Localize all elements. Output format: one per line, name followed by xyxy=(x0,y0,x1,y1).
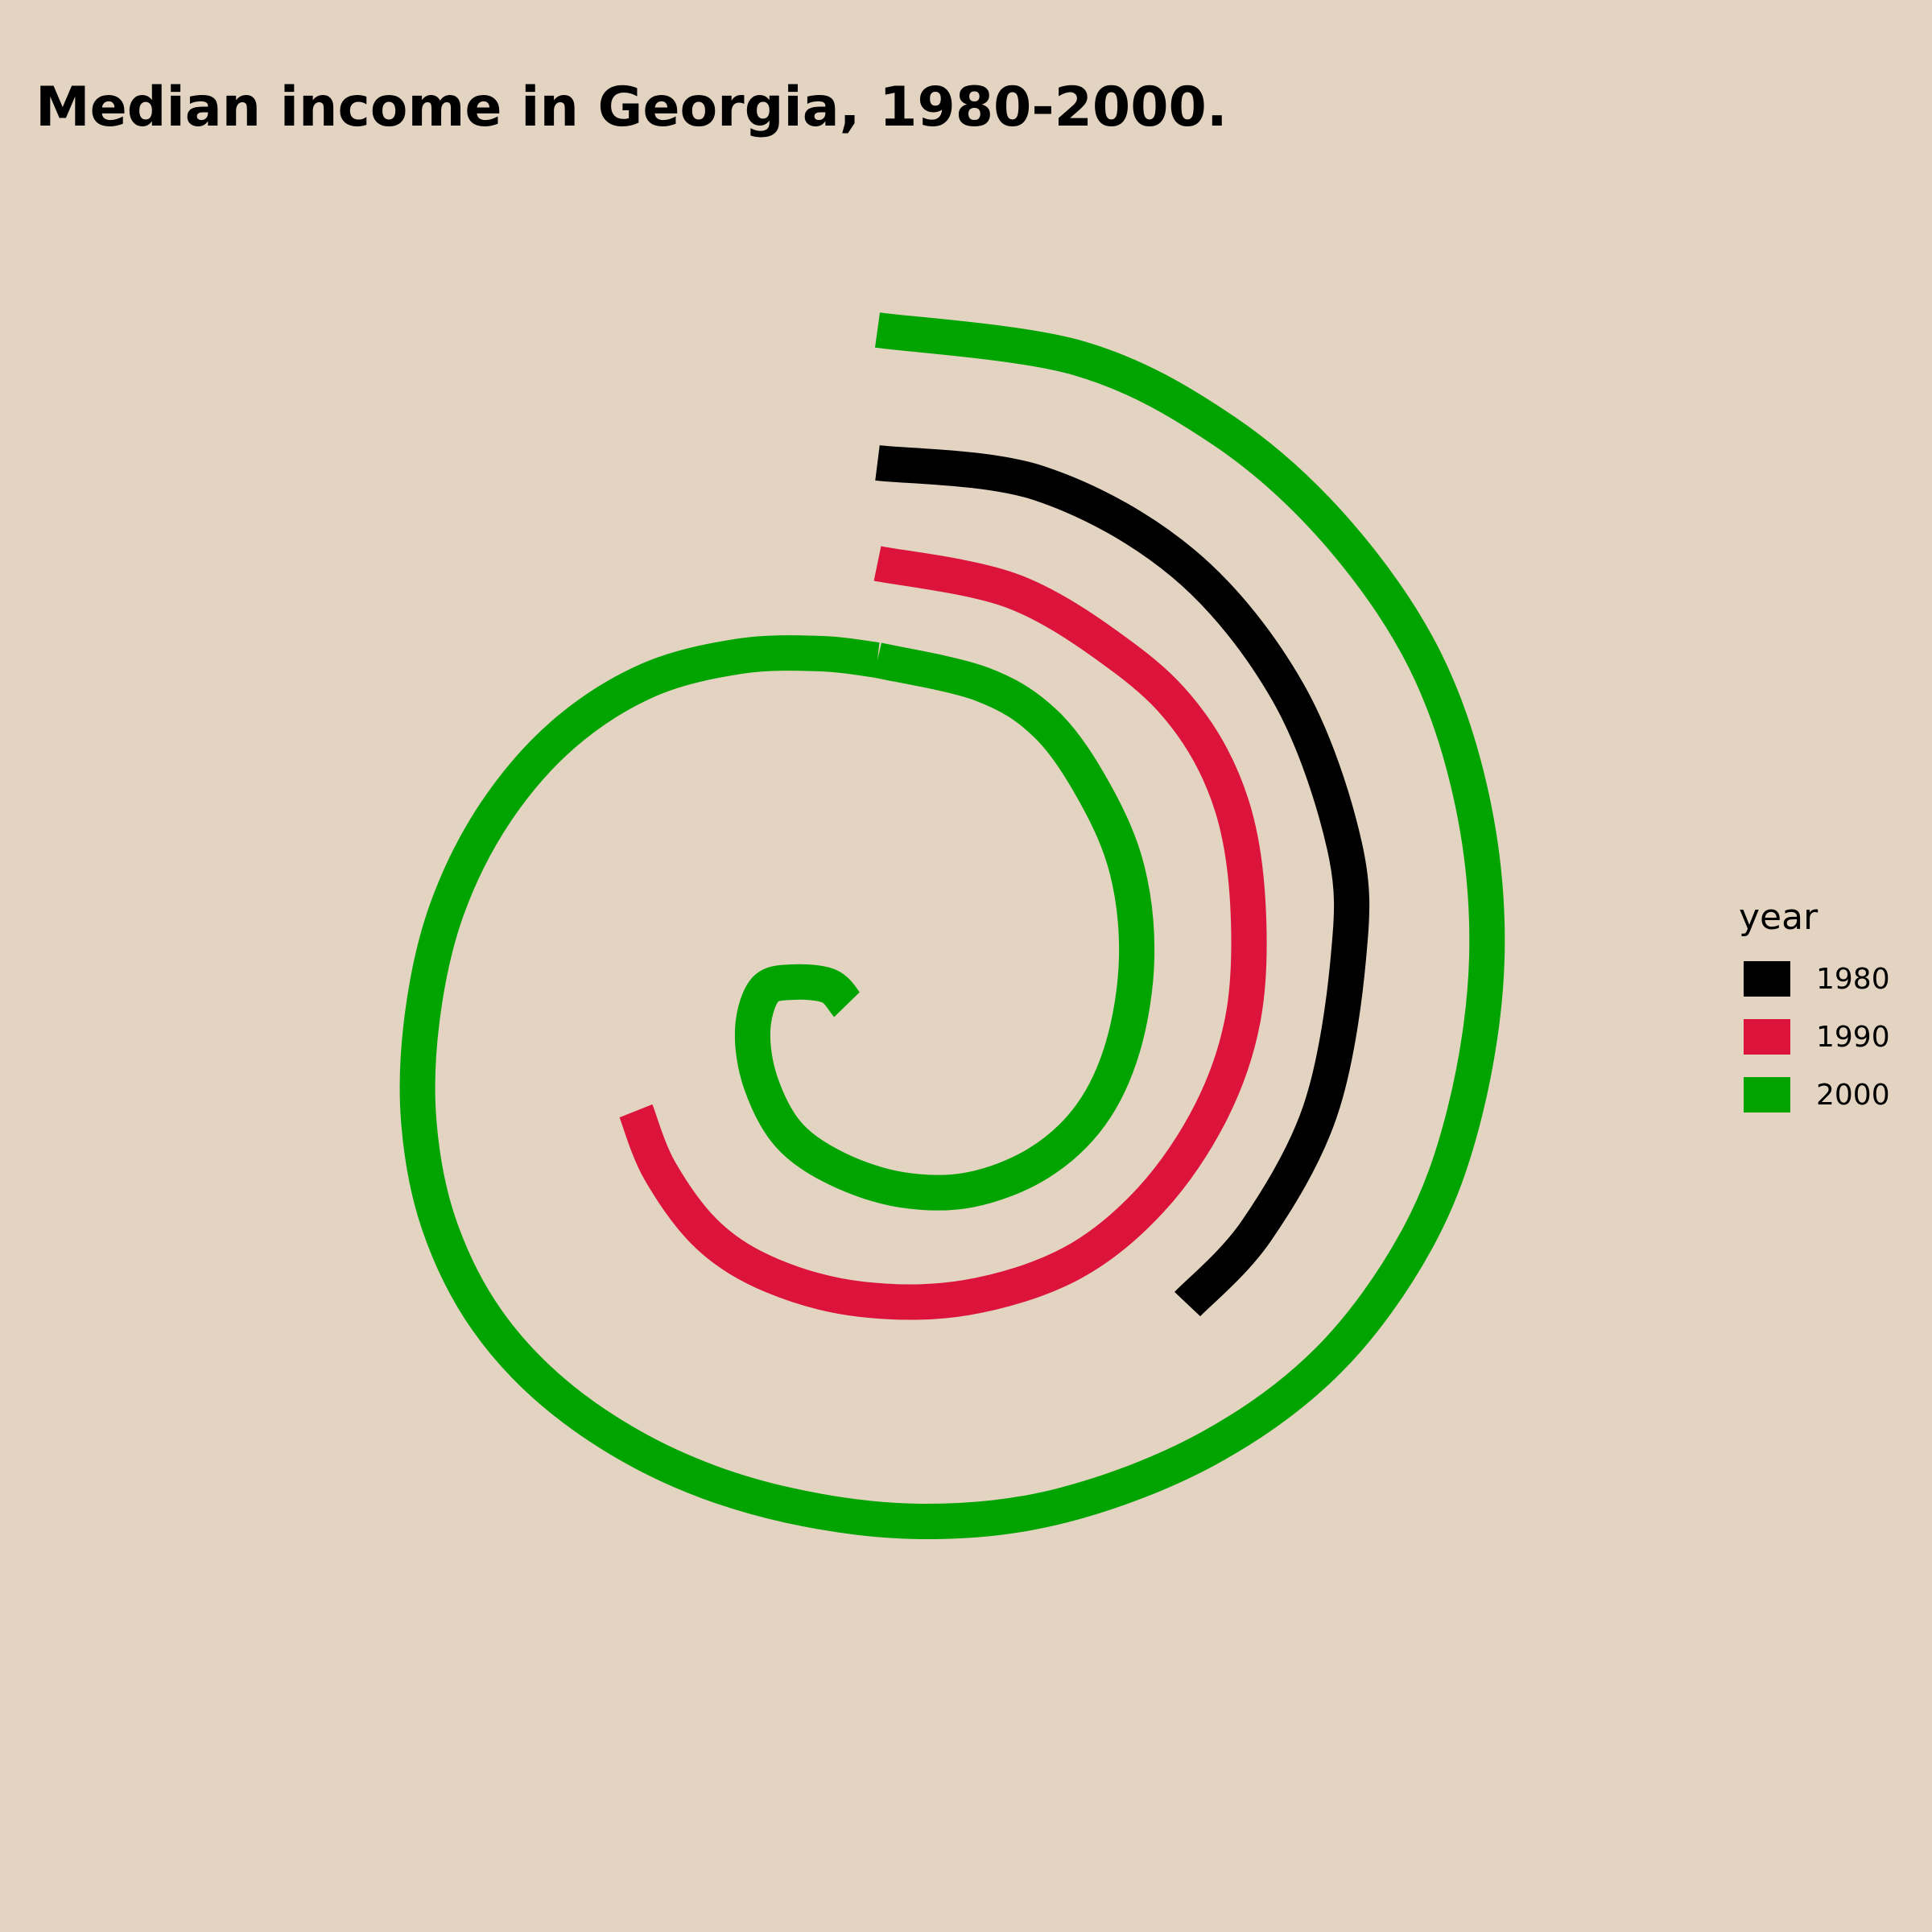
legend-item-1990: 1990 xyxy=(1739,1008,1916,1066)
chart-title: Median income in Georgia, 1980-2000. xyxy=(35,76,1228,139)
spiral-segment-2000-2 xyxy=(734,642,1155,1211)
legend-label-1990: 1990 xyxy=(1816,1020,1890,1054)
legend-item-1980: 1980 xyxy=(1739,950,1916,1008)
legend-swatch-1980 xyxy=(1744,961,1790,997)
legend-swatch-2000 xyxy=(1744,1077,1790,1113)
spiral-segment-1990-1 xyxy=(619,546,1267,1320)
legend-swatch-1990 xyxy=(1744,1019,1790,1055)
spiral-segment-2000-1 xyxy=(399,312,1505,1539)
legend-title: year xyxy=(1739,897,1818,938)
legend: year 1980 1990 2000 xyxy=(1739,895,1916,1124)
spiral-segment-1980-1 xyxy=(875,445,1370,1317)
legend-item-2000: 2000 xyxy=(1739,1066,1916,1124)
legend-label-1980: 1980 xyxy=(1816,962,1890,996)
legend-label-2000: 2000 xyxy=(1816,1078,1890,1112)
